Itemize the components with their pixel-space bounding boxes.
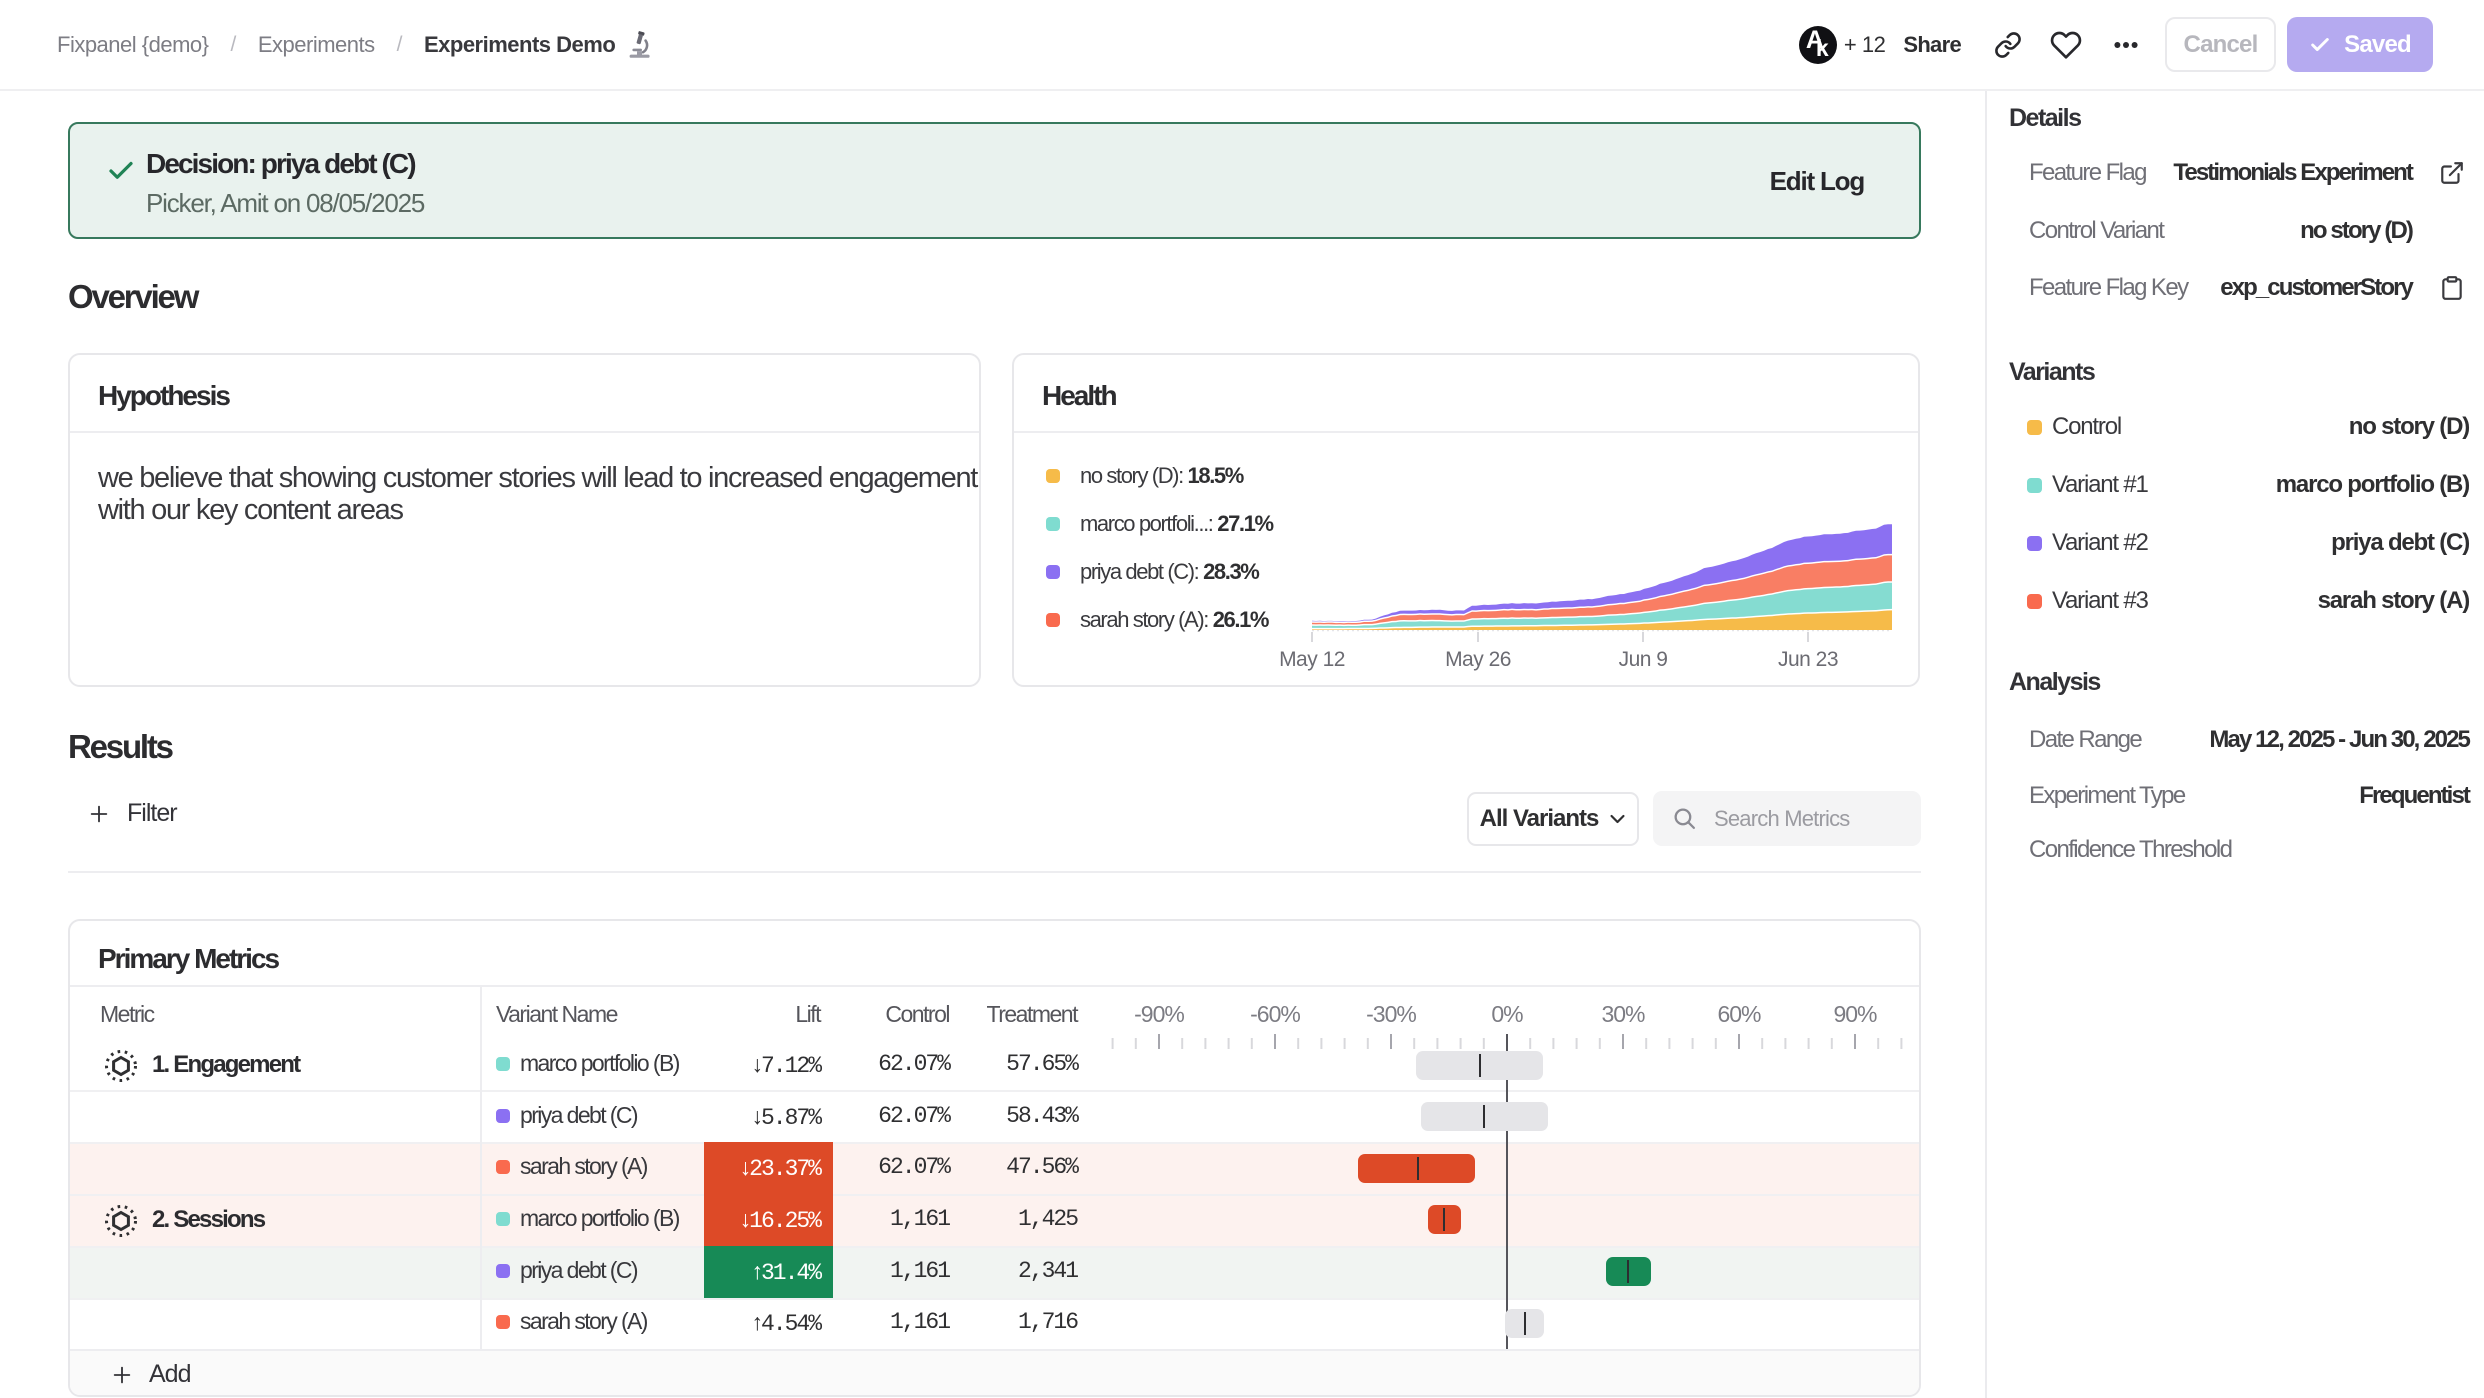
svg-text:May 12: May 12: [1279, 648, 1345, 671]
svg-text:May 26: May 26: [1445, 648, 1511, 671]
svg-text:Jun 9: Jun 9: [1619, 648, 1668, 671]
svg-text:Jun 23: Jun 23: [1778, 648, 1838, 671]
